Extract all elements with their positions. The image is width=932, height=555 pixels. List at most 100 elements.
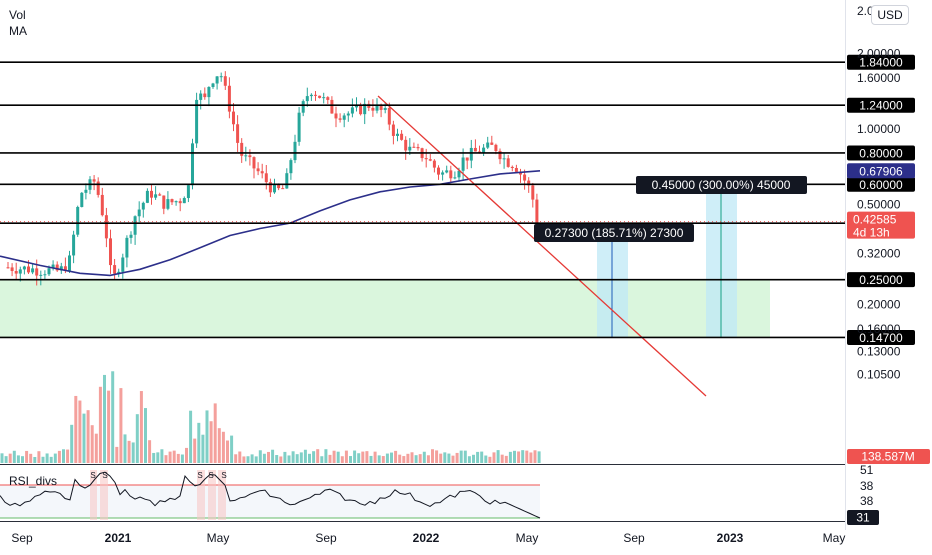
- candle-body: [523, 174, 527, 181]
- candle: [519, 168, 522, 183]
- volume-bar: [336, 451, 340, 463]
- candle-body: [125, 237, 129, 258]
- y-tick-label: 0.32000: [857, 246, 901, 260]
- candle-body: [55, 264, 59, 271]
- candle: [51, 260, 55, 271]
- candle: [531, 182, 535, 208]
- candle: [293, 134, 297, 164]
- candle: [441, 170, 445, 181]
- candle-body: [527, 180, 531, 186]
- candle-body: [244, 155, 248, 157]
- candle: [199, 90, 203, 110]
- volume-bar: [103, 374, 106, 463]
- candle-body: [256, 168, 260, 172]
- candle-body: [59, 266, 63, 271]
- y-tick-label: 1.00000: [857, 122, 901, 136]
- candle-body: [494, 144, 498, 151]
- candle: [432, 159, 436, 173]
- volume-bar: [435, 450, 439, 463]
- volume-bar: [127, 440, 131, 463]
- candle-body: [104, 215, 108, 239]
- volume-bar: [308, 453, 311, 463]
- rsi-indicator-label[interactable]: RSI_divs: [9, 474, 58, 488]
- candle-body: [109, 238, 112, 266]
- candle-body: [273, 184, 276, 193]
- candle-body: [80, 192, 84, 207]
- candle-body: [22, 266, 26, 270]
- volume-bar: [513, 450, 516, 463]
- volume-bar: [70, 424, 74, 463]
- volume-bar: [213, 403, 217, 463]
- level-1-24-badge: [847, 97, 915, 113]
- candle-body: [199, 93, 203, 100]
- volume-bar: [205, 410, 209, 463]
- level-0-60-label: 0.60000: [859, 178, 903, 192]
- candle: [314, 90, 317, 101]
- candle: [391, 120, 395, 145]
- candlesticks: [6, 71, 539, 286]
- trendline: [377, 95, 707, 397]
- candle-body: [285, 173, 289, 189]
- candle: [203, 87, 207, 100]
- candle: [420, 147, 424, 162]
- candle-body: [72, 234, 76, 256]
- candle: [289, 158, 293, 180]
- candle-body: [342, 115, 346, 120]
- y-tick-label: 0.13000: [857, 344, 901, 358]
- candle-body: [338, 118, 342, 120]
- divergence-mark: S: [90, 471, 95, 480]
- ma-indicator-label[interactable]: MA: [9, 24, 27, 38]
- volume-bar: [139, 391, 143, 463]
- candle-body: [117, 271, 121, 274]
- rsi-current-label: 31: [856, 511, 870, 525]
- measure-large-box: [636, 176, 807, 194]
- current-price-badge: [847, 211, 915, 239]
- candle-body: [482, 147, 486, 154]
- x-axis-label: Sep: [315, 531, 337, 545]
- volume-indicator-label[interactable]: Vol: [9, 8, 26, 22]
- currency-button[interactable]: USD: [871, 5, 909, 25]
- volume-bar: [525, 450, 529, 463]
- candle-body: [416, 147, 420, 149]
- ma-value-badge: [847, 163, 915, 179]
- candle: [445, 165, 449, 174]
- candle-body: [207, 86, 211, 98]
- volume-bar: [62, 449, 65, 463]
- volume-bar: [164, 455, 168, 463]
- candle-body: [227, 85, 231, 112]
- candle-body: [150, 190, 153, 198]
- candle-body: [84, 189, 88, 193]
- volume-bar: [324, 449, 328, 463]
- divergence-highlight: [90, 470, 97, 520]
- candle: [408, 138, 412, 155]
- volume-bar: [410, 452, 414, 463]
- level-0-80-badge: [847, 145, 915, 161]
- candle: [506, 154, 510, 168]
- candle: [437, 165, 440, 180]
- candle: [404, 136, 408, 160]
- candle-body: [14, 271, 18, 274]
- candle: [309, 93, 313, 101]
- candle-body: [113, 265, 117, 274]
- candle-body: [453, 177, 457, 179]
- candle-body: [174, 201, 178, 203]
- candle: [355, 97, 358, 112]
- candle-body: [318, 95, 322, 98]
- rsi-scale-label: 38: [860, 479, 874, 493]
- x-axis-label: May: [207, 531, 230, 545]
- candle-body: [363, 103, 367, 115]
- candle-body: [469, 147, 473, 161]
- volume-bar: [160, 449, 164, 463]
- volume-bar: [242, 456, 246, 463]
- candle: [416, 143, 420, 151]
- volume-bar: [320, 456, 324, 463]
- volume-bar: [316, 449, 320, 463]
- level-1-84-label: 1.84000: [859, 56, 903, 70]
- volume-bar: [16, 455, 20, 463]
- candle: [182, 196, 186, 204]
- volume-bar: [12, 450, 16, 463]
- candle: [6, 261, 10, 269]
- candle: [400, 130, 404, 141]
